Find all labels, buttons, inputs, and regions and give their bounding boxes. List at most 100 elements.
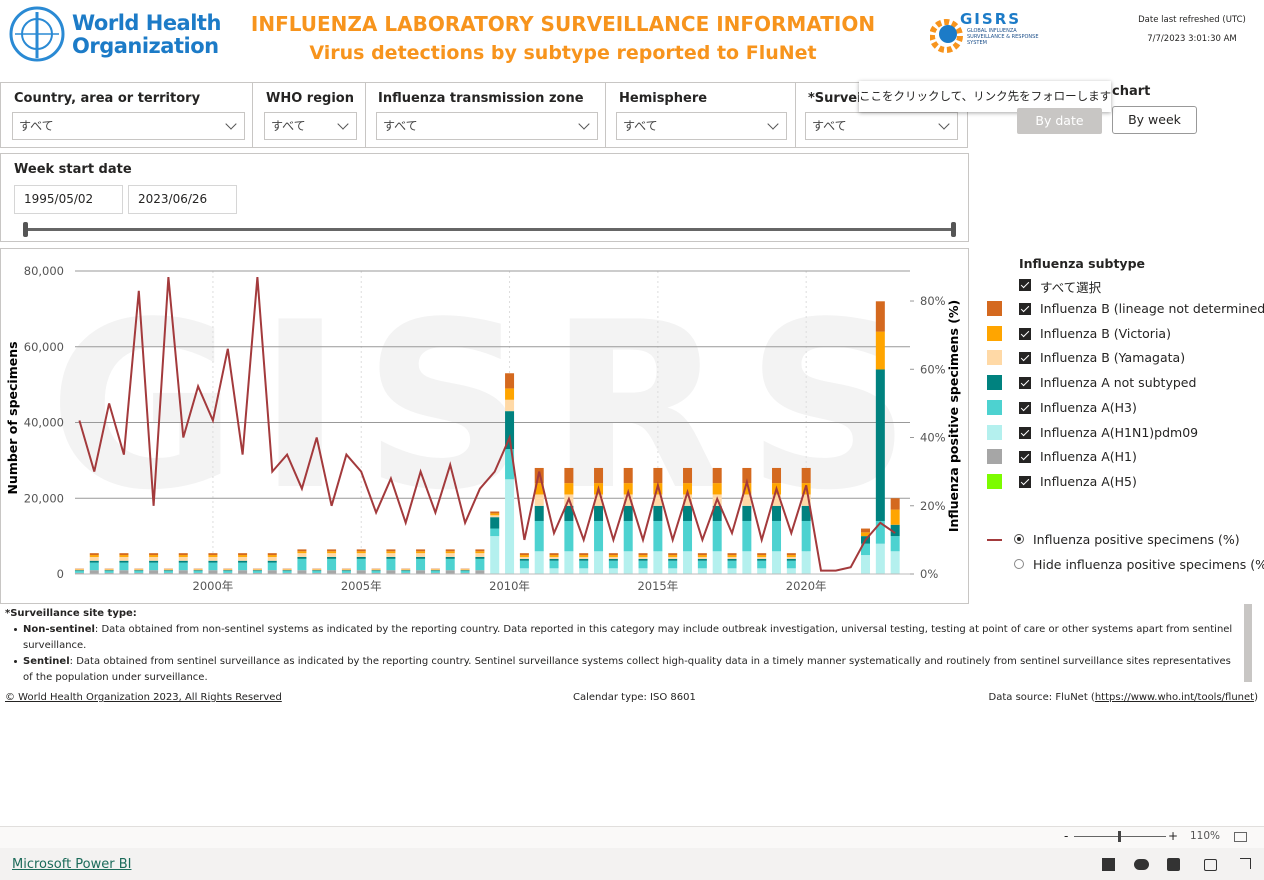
- bar-segment: [297, 558, 307, 571]
- checkbox[interactable]: [1019, 401, 1031, 414]
- x-tick-label: 2015年: [637, 579, 678, 593]
- bar-segment: [772, 505, 782, 521]
- logo-line: World Health: [72, 11, 221, 35]
- date-start[interactable]: 1995/05/02: [14, 185, 123, 214]
- expand-icon[interactable]: [1240, 858, 1251, 869]
- scrollbar[interactable]: [1244, 604, 1252, 682]
- bar-segment: [475, 549, 485, 552]
- bar-segment: [490, 515, 500, 518]
- checkbox[interactable]: [1019, 451, 1031, 464]
- bar-segment: [875, 543, 885, 574]
- bar-segment: [564, 551, 574, 574]
- facebook-icon[interactable]: [1102, 858, 1115, 871]
- bar-segment: [490, 511, 500, 514]
- y-tick-label: 20,000: [24, 491, 64, 505]
- bar-segment: [460, 569, 470, 571]
- bar-segment: [594, 505, 604, 521]
- bar-segment: [163, 572, 173, 574]
- dropdown[interactable]: すべて: [805, 112, 958, 140]
- bar-segment: [445, 553, 455, 557]
- bar-segment: [549, 553, 559, 556]
- zoom-handle[interactable]: [1118, 831, 1121, 842]
- bar-segment: [327, 558, 337, 571]
- zoom-plus[interactable]: +: [1168, 829, 1179, 843]
- gisrs-gear: [930, 19, 963, 53]
- legend-select-all[interactable]: すべて選択: [1040, 280, 1102, 295]
- bar-segment: [208, 562, 218, 571]
- bar-segment: [727, 558, 737, 561]
- legend-item[interactable]: Influenza B (lineage not determined): [1040, 301, 1264, 316]
- legend-item[interactable]: Influenza B (Victoria): [1040, 325, 1171, 341]
- date-end[interactable]: 2023/06/26: [128, 185, 237, 214]
- bar-segment: [757, 568, 767, 574]
- bar-segment: [742, 483, 752, 495]
- filter-panel: Country, area or territory すべて: [0, 82, 253, 148]
- slider-handle[interactable]: [23, 222, 28, 237]
- legend-item[interactable]: Influenza A(H1N1)pdm09: [1040, 424, 1199, 440]
- bar-segment: [490, 536, 500, 574]
- bar-segment: [757, 558, 767, 561]
- bar-segment: [564, 505, 574, 521]
- bar-segment: [74, 572, 84, 574]
- checkbox[interactable]: [1019, 352, 1031, 365]
- bar-segment: [549, 555, 559, 557]
- dropdown[interactable]: すべて: [264, 112, 357, 140]
- bar-segment: [653, 505, 663, 521]
- bar-segment: [579, 553, 589, 556]
- bar-segment: [149, 553, 159, 556]
- checkbox[interactable]: [1019, 426, 1031, 439]
- bar-segment: [356, 553, 366, 557]
- bar-segment: [297, 551, 307, 554]
- bar-segment: [519, 568, 529, 574]
- bar-segment: [653, 467, 663, 484]
- filter-panel: WHO region すべて: [252, 82, 366, 148]
- dropdown[interactable]: すべて: [616, 112, 787, 140]
- bar-segment: [697, 556, 707, 559]
- bar-segment: [89, 555, 99, 557]
- legend-item[interactable]: Influenza A(H1): [1040, 449, 1137, 465]
- zoom-minus[interactable]: -: [1064, 829, 1069, 843]
- checkbox[interactable]: [1019, 303, 1031, 315]
- checkbox[interactable]: [1019, 377, 1031, 390]
- radio[interactable]: [1014, 559, 1024, 569]
- checkbox[interactable]: [1019, 327, 1031, 340]
- bar-segment: [594, 494, 604, 506]
- bar-segment: [119, 555, 129, 557]
- slider-handle[interactable]: [951, 222, 956, 237]
- bar-segment: [356, 570, 366, 574]
- legend-item[interactable]: Influenza A not subtyped: [1040, 375, 1197, 391]
- radio-label[interactable]: Influenza positive specimens (%): [1033, 532, 1240, 547]
- linkedin-icon[interactable]: [1167, 858, 1180, 871]
- checkbox[interactable]: [1019, 279, 1031, 291]
- bar-segment: [742, 520, 752, 552]
- bar-segment: [386, 549, 396, 552]
- dropdown[interactable]: すべて: [376, 112, 598, 140]
- bar-segment: [178, 553, 188, 556]
- checkbox[interactable]: [1019, 475, 1031, 488]
- bar-segment: [875, 369, 885, 521]
- bar-segment: [356, 556, 366, 559]
- share-icon[interactable]: [1204, 859, 1217, 871]
- source-link[interactable]: https://www.who.int/tools/flunet: [1094, 692, 1255, 703]
- bar-segment: [875, 301, 885, 332]
- radio[interactable]: [1014, 534, 1024, 544]
- bar-segment: [178, 560, 188, 563]
- copyright[interactable]: © World Health Organization 2023, All Ri…: [5, 692, 282, 703]
- legend-item[interactable]: Influenza A(H3): [1040, 399, 1137, 415]
- x-tick-label: 2020年: [786, 579, 827, 593]
- dropdown[interactable]: すべて: [12, 112, 245, 140]
- bar-segment: [430, 570, 440, 571]
- twitter-icon[interactable]: [1134, 859, 1149, 870]
- bar-segment: [757, 556, 767, 559]
- date-panel: Week start date 1995/05/02 2023/06/26: [0, 153, 969, 242]
- powerbi-link[interactable]: Microsoft Power BI: [12, 857, 132, 872]
- fit-icon[interactable]: [1234, 832, 1247, 842]
- bar-segment: [401, 570, 411, 571]
- by-date-button[interactable]: By date: [1017, 108, 1102, 134]
- legend-item[interactable]: Influenza B (Yamagata): [1040, 350, 1186, 366]
- legend-item[interactable]: Influenza A(H5): [1040, 473, 1137, 489]
- radio-label[interactable]: Hide influenza positive specimens (%): [1033, 557, 1264, 572]
- by-week-button[interactable]: By week: [1112, 106, 1197, 134]
- y-tick-label: 80,000: [24, 264, 64, 278]
- bar-segment: [267, 553, 277, 556]
